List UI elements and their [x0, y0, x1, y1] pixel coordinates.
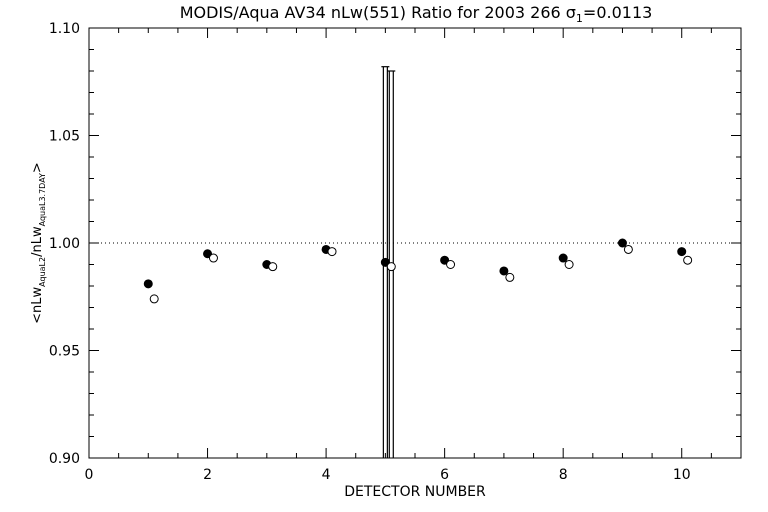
open-data-point: [149, 294, 159, 304]
open-data-point: [683, 255, 693, 265]
x-tick-label: 6: [440, 467, 449, 483]
y-label-prefix: <nLw: [30, 286, 45, 323]
y-tick-label: 0.95: [49, 344, 80, 360]
filled-data-point: [499, 266, 509, 276]
x-tick-label: 10: [673, 467, 691, 483]
y-tick-label: 1.00: [49, 236, 80, 252]
x-tick-label: 4: [322, 467, 331, 483]
x-tick-label: 8: [559, 467, 568, 483]
chart-title: MODIS/Aqua AV34 nLw(551) Ratio for 2003 …: [180, 3, 653, 25]
svg-text:MODIS/Aqua AV34 nLw(551) Ratio: MODIS/Aqua AV34 nLw(551) Ratio for 2003 …: [180, 3, 653, 25]
x-tick-label: 0: [85, 467, 94, 483]
filled-data-point: [203, 249, 213, 259]
open-data-point: [623, 244, 633, 254]
y-axis: 0.90 0.95 1.00 1.05 1.10: [49, 21, 741, 467]
open-data-point: [386, 262, 396, 272]
open-data-point: [446, 260, 456, 269]
title-sigma-value: =0.0113: [583, 3, 652, 22]
y-label-sub2: AquaL3.7DAY: [38, 173, 47, 226]
x-axis-label: DETECTOR NUMBER: [344, 484, 486, 500]
filled-data-point: [558, 253, 568, 263]
filled-data-point: [143, 279, 153, 289]
y-label-suffix: >: [30, 162, 45, 173]
filled-data-point: [440, 255, 450, 265]
open-data-point: [505, 272, 515, 282]
title-sigma-subscript: 1: [576, 12, 583, 25]
filled-data-point: [380, 257, 390, 267]
x-tick-label: 2: [203, 467, 212, 483]
x-axis: 0 2 4 6 8 10: [85, 28, 742, 483]
data-points: [143, 238, 693, 304]
y-label-mid: /nLw: [30, 226, 45, 257]
open-data-point: [268, 262, 278, 272]
y-tick-label: 0.90: [49, 451, 80, 467]
y-label-sub1: AquaL2: [38, 257, 47, 287]
open-data-point: [208, 253, 218, 263]
plot-frame: [88, 27, 742, 459]
open-data-point: [564, 260, 574, 269]
y-axis-label: <nLwAquaL2/nLwAquaL3.7DAY>: [30, 162, 47, 324]
open-data-point: [327, 247, 337, 257]
y-tick-label: 1.10: [49, 21, 80, 37]
svg-text:<nLwAquaL2/nLwAquaL3.7DAY>: <nLwAquaL2/nLwAquaL3.7DAY>: [30, 162, 47, 324]
y-tick-label: 1.05: [49, 129, 80, 145]
filled-data-point: [677, 247, 687, 257]
title-text: MODIS/Aqua AV34 nLw(551) Ratio for 2003 …: [180, 3, 576, 22]
filled-data-point: [617, 238, 627, 248]
